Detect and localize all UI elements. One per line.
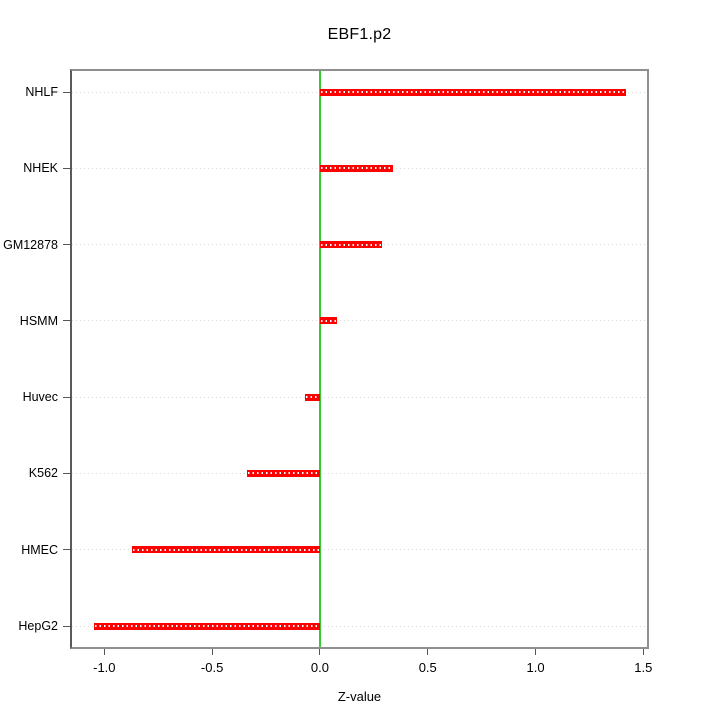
bar xyxy=(304,393,320,401)
bar-dotted-pattern xyxy=(320,167,393,170)
y-tick xyxy=(63,167,71,169)
y-tick xyxy=(63,625,71,627)
y-tick xyxy=(63,320,71,322)
x-tick-label: 1.0 xyxy=(526,660,545,675)
zero-reference-line xyxy=(318,71,321,647)
y-tick-label: HMEC xyxy=(21,542,58,557)
bar-dotted-pattern xyxy=(247,472,319,475)
gridline xyxy=(72,625,647,627)
y-tick-label: NHEK xyxy=(23,161,58,176)
x-tick xyxy=(211,649,213,655)
y-tick xyxy=(63,549,71,551)
bar-dotted-pattern xyxy=(320,91,626,93)
plot-area xyxy=(72,71,647,647)
y-tick-label: GM12878 xyxy=(3,237,58,252)
gridline xyxy=(72,549,647,551)
bar xyxy=(132,546,320,554)
y-tick-label: K562 xyxy=(28,466,58,481)
chart-title: EBF1.p2 xyxy=(327,26,392,43)
y-tick xyxy=(63,91,71,93)
bar-dotted-pattern xyxy=(305,396,319,399)
bar xyxy=(319,241,383,249)
bar-dotted-pattern xyxy=(320,319,337,322)
bar xyxy=(246,469,320,477)
x-tick xyxy=(427,649,429,655)
x-tick xyxy=(642,649,644,655)
bar xyxy=(319,164,394,172)
y-tick-label: HSMM xyxy=(19,313,58,328)
y-tick xyxy=(63,472,71,474)
x-tick-label: -1.0 xyxy=(93,660,116,675)
x-tick xyxy=(103,649,105,655)
x-tick xyxy=(535,649,537,655)
bar-dotted-pattern xyxy=(320,243,382,246)
x-tick-label: -0.5 xyxy=(200,660,224,675)
y-tick-label: Huvec xyxy=(22,390,58,405)
y-tick-label: HepG2 xyxy=(18,619,58,633)
bar xyxy=(319,317,338,325)
x-axis-title: Z-value xyxy=(337,689,382,704)
bar xyxy=(93,622,320,630)
bar-dotted-pattern xyxy=(94,625,319,627)
y-tick xyxy=(63,244,71,246)
gridline xyxy=(72,396,647,398)
y-tick-label: NHLF xyxy=(25,85,58,99)
bar-dotted-pattern xyxy=(133,548,319,551)
x-tick-label: 0.5 xyxy=(418,660,437,675)
x-tick-label: 0.0 xyxy=(310,660,329,675)
gridline xyxy=(72,320,647,322)
y-tick xyxy=(63,396,71,398)
x-tick-label: 1.5 xyxy=(634,660,653,675)
gridline xyxy=(72,472,647,474)
bar xyxy=(319,88,627,96)
x-tick xyxy=(319,649,321,655)
